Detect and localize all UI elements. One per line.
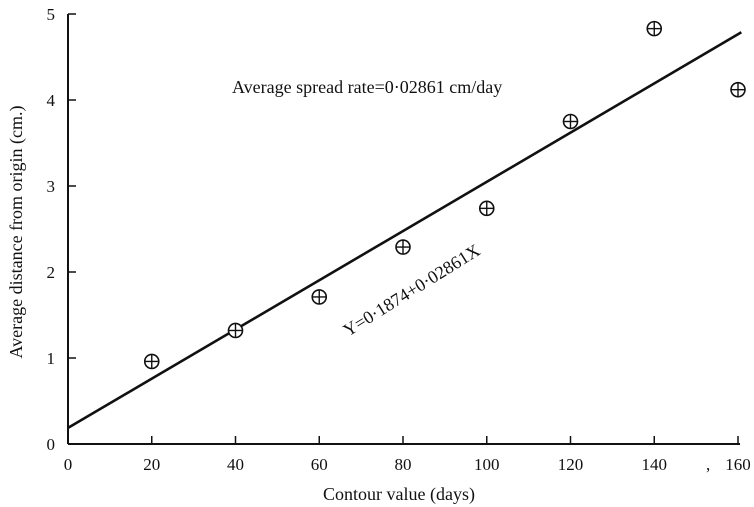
y-tick-label: 0 [47, 435, 56, 454]
data-point [227, 322, 244, 339]
x-axis-title: Contour value (days) [323, 484, 475, 505]
stray-comma-mark: , [706, 455, 710, 474]
data-points [143, 20, 746, 370]
x-tick-label: 0 [64, 455, 73, 474]
y-tick-label: 1 [47, 349, 56, 368]
x-axis-ticks: 0 20 40 60 80 100 120 140 160 [64, 436, 751, 474]
axes [67, 14, 740, 445]
data-point [311, 289, 328, 305]
x-tick-label: 20 [143, 455, 160, 474]
x-tick-label: 60 [311, 455, 328, 474]
y-axis-title: Average distance from origin (cm.) [6, 105, 27, 358]
data-point [143, 353, 160, 370]
spread-rate-annotation: Average spread rate=0·02861 cm/day [232, 77, 502, 97]
data-point [646, 20, 663, 37]
x-tick-label: 40 [227, 455, 244, 474]
x-tick-label: 80 [395, 455, 412, 474]
x-tick-label: 100 [474, 455, 500, 474]
x-tick-label: 120 [558, 455, 584, 474]
data-point [730, 81, 746, 98]
data-point [395, 239, 411, 255]
y-tick-label: 3 [47, 177, 56, 196]
x-tick-label: 140 [642, 455, 668, 474]
data-point [478, 200, 495, 217]
x-tick-label: 160 [725, 455, 751, 474]
y-axis-ticks: 0 1 2 3 4 5 [47, 5, 76, 454]
data-point [562, 113, 579, 130]
y-tick-label: 2 [47, 263, 56, 282]
y-tick-label: 5 [47, 5, 56, 24]
y-tick-label: 4 [47, 91, 56, 110]
regression-line [67, 31, 743, 430]
